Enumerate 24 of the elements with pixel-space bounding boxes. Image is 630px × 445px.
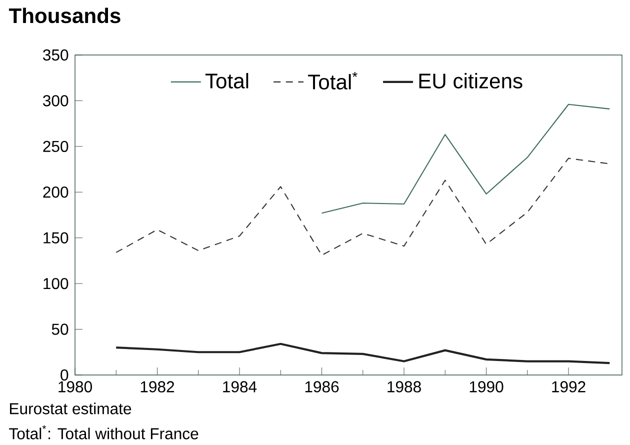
y-tick-label: 150 bbox=[44, 232, 68, 244]
x-tick-label: 1992 bbox=[552, 381, 586, 392]
line-series bbox=[116, 158, 610, 256]
line-series bbox=[321, 104, 610, 214]
y-tick-label: 250 bbox=[43, 140, 68, 152]
y-tick-label: 350 bbox=[43, 49, 68, 61]
x-tick-label: 1982 bbox=[140, 381, 174, 392]
y-tick-label: 300 bbox=[43, 95, 68, 106]
y-tick-label: 0 bbox=[60, 369, 68, 381]
legend-label: Total bbox=[205, 72, 248, 88]
x-tick-label: 1984 bbox=[223, 381, 257, 392]
legend-label: EU citizens bbox=[419, 72, 522, 88]
text: Eurostat estimate bbox=[10, 402, 132, 414]
x-tick-label: 1986 bbox=[305, 381, 339, 392]
y-tick-label: 50 bbox=[52, 324, 68, 335]
y-tick-label: 200 bbox=[43, 186, 68, 198]
text: Total$^{*}$: Total without France bbox=[9, 425, 198, 440]
line-series bbox=[115, 342, 611, 364]
x-tick-label: 1980 bbox=[58, 381, 92, 392]
x-tick-label: 1988 bbox=[388, 381, 421, 392]
x-tick-label: 1990 bbox=[470, 381, 504, 392]
chart-title: Thousands bbox=[8, 8, 120, 24]
legend-label: Total$^{*}$ bbox=[308, 72, 358, 90]
y-tick-label: 100 bbox=[44, 278, 68, 290]
